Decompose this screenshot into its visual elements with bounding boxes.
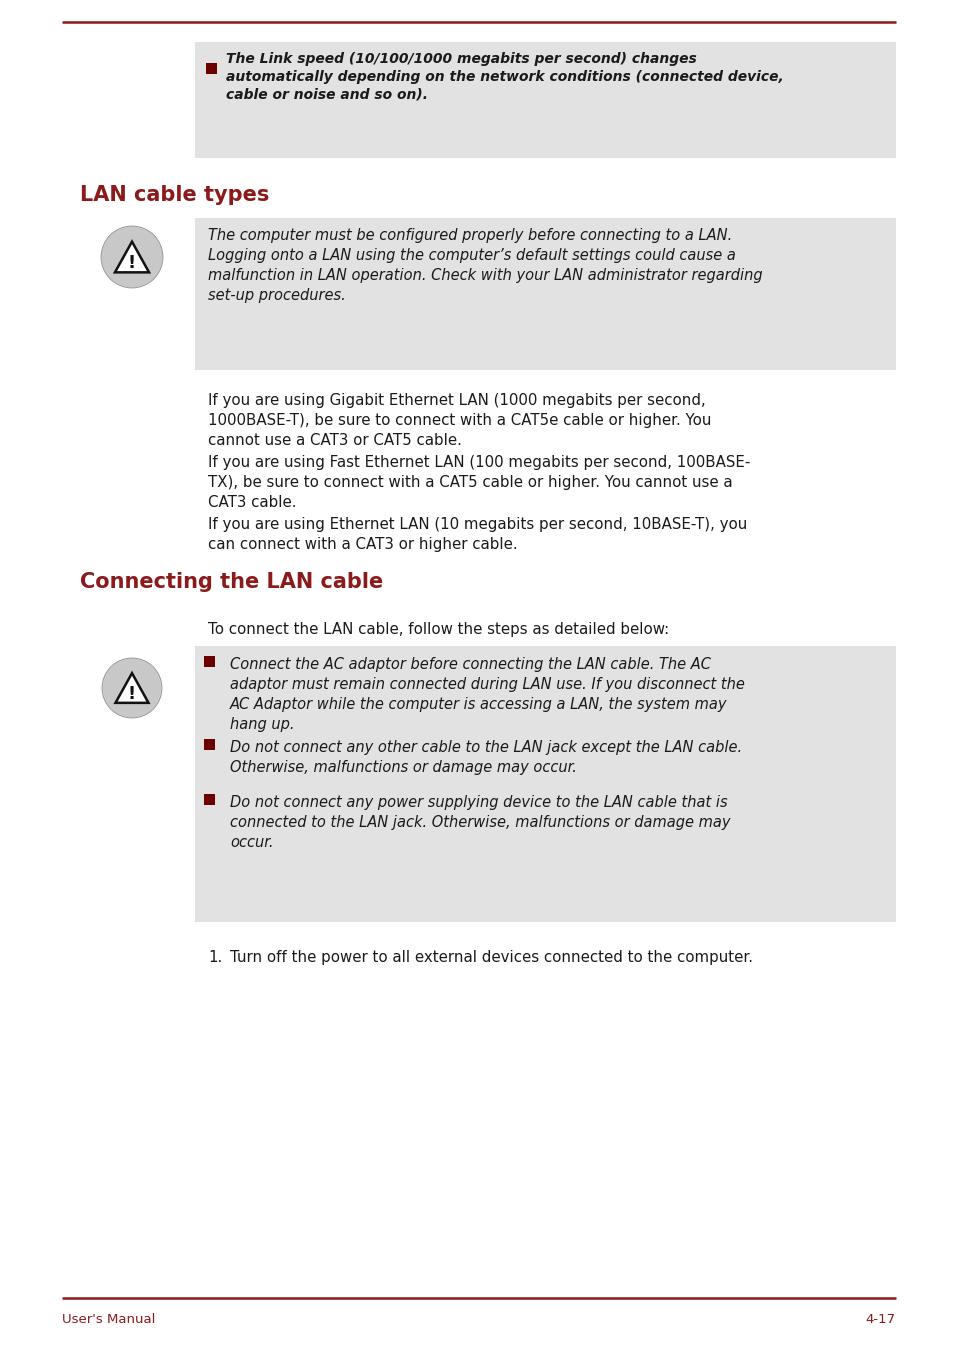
Text: cannot use a CAT3 or CAT5 cable.: cannot use a CAT3 or CAT5 cable. — [208, 433, 461, 448]
Text: The Link speed (10/100/1000 megabits per second) changes: The Link speed (10/100/1000 megabits per… — [226, 52, 696, 66]
Text: Do not connect any other cable to the LAN jack except the LAN cable.: Do not connect any other cable to the LA… — [230, 740, 741, 755]
Text: To connect the LAN cable, follow the steps as detailed below:: To connect the LAN cable, follow the ste… — [208, 621, 668, 638]
Text: Turn off the power to all external devices connected to the computer.: Turn off the power to all external devic… — [230, 950, 752, 964]
FancyBboxPatch shape — [194, 42, 895, 157]
Text: AC Adaptor while the computer is accessing a LAN, the system may: AC Adaptor while the computer is accessi… — [230, 697, 727, 712]
Circle shape — [102, 658, 162, 718]
Text: If you are using Ethernet LAN (10 megabits per second, 10BASE-T), you: If you are using Ethernet LAN (10 megabi… — [208, 516, 746, 533]
Text: Do not connect any power supplying device to the LAN cable that is: Do not connect any power supplying devic… — [230, 795, 727, 810]
Text: 1000BASE-T), be sure to connect with a CAT5e cable or higher. You: 1000BASE-T), be sure to connect with a C… — [208, 413, 711, 428]
FancyBboxPatch shape — [194, 646, 895, 923]
Bar — [206, 62, 216, 74]
Text: User's Manual: User's Manual — [62, 1313, 155, 1326]
Text: hang up.: hang up. — [230, 717, 294, 732]
Text: 4-17: 4-17 — [865, 1313, 895, 1326]
Text: Connect the AC adaptor before connecting the LAN cable. The AC: Connect the AC adaptor before connecting… — [230, 656, 710, 672]
Bar — [204, 738, 214, 749]
Text: 1.: 1. — [208, 950, 222, 964]
Text: automatically depending on the network conditions (connected device,: automatically depending on the network c… — [226, 70, 783, 83]
Text: occur.: occur. — [230, 835, 274, 850]
Polygon shape — [115, 672, 149, 703]
Text: connected to the LAN jack. Otherwise, malfunctions or damage may: connected to the LAN jack. Otherwise, ma… — [230, 815, 730, 830]
Polygon shape — [114, 242, 149, 272]
Text: cable or noise and so on).: cable or noise and so on). — [226, 87, 428, 102]
Text: If you are using Fast Ethernet LAN (100 megabits per second, 100BASE-: If you are using Fast Ethernet LAN (100 … — [208, 455, 750, 469]
Text: The computer must be configured properly before connecting to a LAN.: The computer must be configured properly… — [208, 229, 732, 243]
Text: !: ! — [128, 685, 136, 702]
Bar — [204, 655, 214, 667]
Text: Otherwise, malfunctions or damage may occur.: Otherwise, malfunctions or damage may oc… — [230, 760, 577, 775]
Text: If you are using Gigabit Ethernet LAN (1000 megabits per second,: If you are using Gigabit Ethernet LAN (1… — [208, 393, 705, 408]
Text: adaptor must remain connected during LAN use. If you disconnect the: adaptor must remain connected during LAN… — [230, 677, 744, 691]
Text: can connect with a CAT3 or higher cable.: can connect with a CAT3 or higher cable. — [208, 537, 517, 551]
Text: set-up procedures.: set-up procedures. — [208, 288, 345, 303]
Text: !: ! — [128, 254, 136, 272]
Text: Logging onto a LAN using the computer’s default settings could cause a: Logging onto a LAN using the computer’s … — [208, 247, 735, 264]
Text: LAN cable types: LAN cable types — [80, 186, 269, 204]
Text: Connecting the LAN cable: Connecting the LAN cable — [80, 572, 383, 592]
Text: malfunction in LAN operation. Check with your LAN administrator regarding: malfunction in LAN operation. Check with… — [208, 268, 761, 282]
Text: TX), be sure to connect with a CAT5 cable or higher. You cannot use a: TX), be sure to connect with a CAT5 cabl… — [208, 475, 732, 490]
Text: CAT3 cable.: CAT3 cable. — [208, 495, 296, 510]
FancyBboxPatch shape — [194, 218, 895, 370]
Bar — [204, 794, 214, 804]
Circle shape — [101, 226, 163, 288]
